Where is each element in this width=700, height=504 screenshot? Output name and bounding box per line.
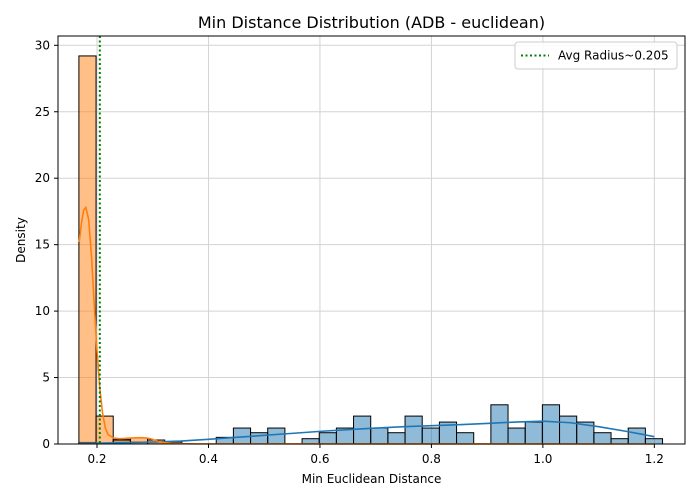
histogram-bar: [78, 55, 97, 445]
histogram-bar: [627, 427, 646, 445]
histogram-bar: [456, 432, 475, 445]
plot-frame: [57, 35, 686, 445]
y-tick-label: 20: [35, 171, 50, 185]
chart-title: Min Distance Distribution (ADB - euclide…: [198, 13, 545, 32]
y-tick-label: 15: [35, 238, 50, 252]
histogram-bar: [267, 427, 286, 445]
histogram-bar: [507, 427, 526, 445]
y-axis-label: Density: [14, 217, 28, 263]
tick-labels: 0.2 0.4 0.6 0.8 1.0 1.2 0 5 10 15 20 25 30: [35, 38, 664, 466]
histogram-bar: [593, 432, 612, 445]
x-tick-label: 0.8: [422, 452, 441, 466]
y-tick-label: 30: [35, 38, 50, 52]
y-tick-label: 25: [35, 105, 50, 119]
x-axis-label: Min Euclidean Distance: [302, 472, 442, 486]
histogram-bar: [490, 404, 509, 445]
y-tick-label: 0: [42, 437, 50, 451]
grid-lines: [58, 36, 685, 445]
axes-frame: [57, 35, 686, 445]
histogram-bar: [387, 432, 406, 445]
legend-label: Avg Radius~0.205: [558, 49, 669, 63]
x-tick-label: 1.0: [533, 452, 552, 466]
y-tick-label: 5: [42, 371, 50, 385]
x-tick-label: 0.2: [87, 452, 106, 466]
histogram-bar: [370, 427, 389, 445]
histogram-bar: [404, 415, 423, 445]
histogram-bar: [250, 432, 269, 445]
y-tick-label: 10: [35, 304, 50, 318]
histogram-bar: [421, 427, 440, 445]
legend: Avg Radius~0.205: [514, 41, 678, 70]
histogram-bar: [524, 421, 543, 445]
x-tick-label: 0.4: [199, 452, 218, 466]
histogram-bar: [541, 404, 561, 445]
kde-curve: [79, 420, 655, 445]
histogram-bar: [353, 415, 372, 445]
legend-box: [514, 41, 678, 70]
x-tick-label: 1.2: [645, 452, 664, 466]
x-tick-label: 0.6: [310, 452, 329, 466]
kde-curves: [78, 205, 655, 445]
kde-curve: [78, 205, 655, 445]
histogram-bars: [78, 55, 664, 445]
histogram-bar: [318, 432, 337, 445]
histogram-bar: [559, 415, 578, 445]
